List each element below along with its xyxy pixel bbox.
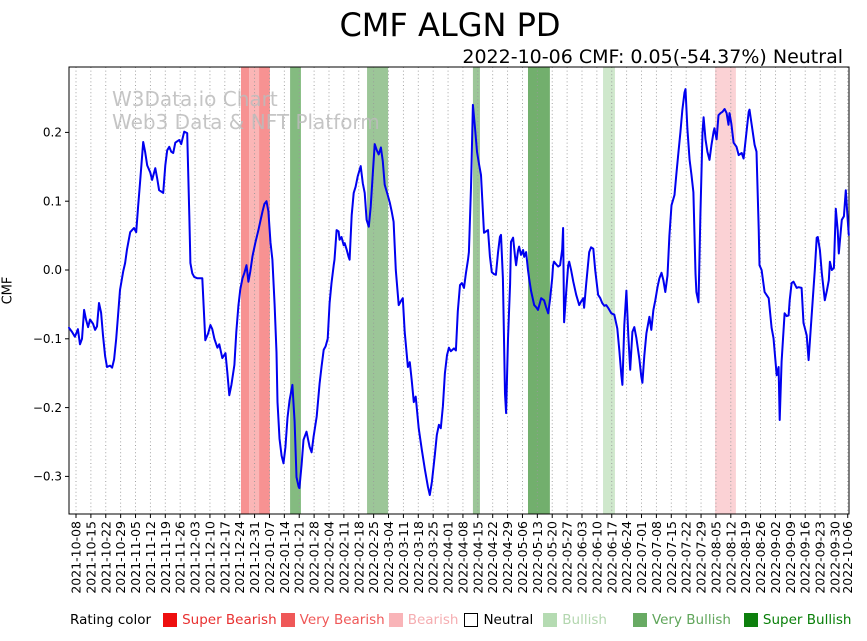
x-tick-label: 2022-07-08 [649,521,664,594]
y-tick-label: 0.1 [43,194,62,208]
x-tick-label: 2022-06-03 [574,521,589,594]
legend-item-label: Super Bullish [762,612,852,628]
x-tick-label: 2022-04-08 [455,521,470,594]
legend-item-label: Very Bearish [299,612,385,628]
x-tick-label: 2022-09-09 [783,521,798,594]
legend-swatch-icon [543,613,558,627]
rating-band-very-bullish [367,67,389,514]
x-tick-label: 2022-05-27 [560,521,575,594]
legend-item-neutral: Neutral [464,612,533,628]
x-tick-label: 2021-11-19 [158,521,173,594]
x-tick-label: 2022-07-22 [679,521,694,594]
rating-legend: Rating color Super Bearish Very Bearish Be… [70,612,851,628]
x-tick-label: 2022-08-19 [738,521,753,594]
rating-band-very-bullish [290,67,301,514]
x-tick-label: 2021-11-05 [128,521,143,594]
legend-item-label: Bearish [407,612,459,628]
rating-band-very-bearish [259,67,270,514]
x-tick-label: 2022-02-25 [366,521,381,594]
x-tick-label: 2021-11-12 [143,521,158,594]
x-tick-label: 2022-03-11 [396,521,411,594]
y-tick-label: 0.2 [43,126,62,140]
x-tick-label: 2022-06-17 [604,521,619,594]
x-tick-label: 2022-01-14 [277,521,292,594]
chart-annotation: 2022-10-06 CMF: 0.05(-54.37%) Neutral [462,46,843,68]
y-tick-label: −0.1 [33,332,62,346]
x-tick-label: 2021-12-10 [202,521,217,594]
x-tick-label: 2021-12-17 [217,521,232,594]
rating-band-bearish [249,67,260,514]
x-tick-label: 2022-07-15 [664,521,679,594]
x-tick-label: 2022-09-30 [827,521,842,594]
legend-item-bullish: Bullish [543,612,607,628]
x-tick-label: 2022-09-02 [768,521,783,594]
legend-swatch-icon [743,613,758,627]
legend-item-label: Super Bearish [182,612,277,628]
x-tick-label: 2022-02-04 [321,521,336,594]
x-tick-label: 2022-03-04 [381,521,396,594]
x-tick-label: 2021-11-26 [173,521,188,594]
legend-item-super-bearish: Super Bearish [163,612,277,628]
x-tick-label: 2022-01-28 [307,521,322,594]
legend-items: Super Bearish Very Bearish Bearish Neutral B… [151,612,851,628]
x-tick-label: 2021-10-15 [83,521,98,594]
y-tick-label: −0.3 [33,470,62,484]
x-tick-label: 2022-05-06 [515,521,530,594]
x-tick-label: 2022-04-22 [485,521,500,594]
rating-band-very-bullish [527,67,550,514]
legend-item-label: Very Bullish [651,612,731,628]
x-tick-label: 2022-05-13 [530,521,545,594]
legend-swatch-icon [464,613,479,627]
y-tick-label: 0.0 [43,263,62,277]
x-tick-label: 2022-08-26 [753,521,768,594]
x-tick-label: 2022-10-06 [840,521,855,594]
legend-swatch-icon [632,613,647,627]
x-tick-label: 2022-08-12 [723,521,738,594]
x-tick-label: 2021-10-22 [98,521,113,594]
x-tick-label: 2022-02-18 [351,521,366,594]
legend-item-super-bullish: Super Bullish [743,612,852,628]
legend-item-very-bullish: Very Bullish [632,612,731,628]
x-tick-label: 2022-07-29 [694,521,709,594]
page-title: CMF ALGN PD [339,6,561,44]
x-tick-label: 2022-07-01 [634,521,649,594]
legend-item-very-bearish: Very Bearish [280,612,385,628]
x-tick-label: 2021-12-24 [232,521,247,594]
x-tick-label: 2021-10-29 [113,521,128,594]
rating-band-bullish [603,67,615,514]
legend-title: Rating color [70,612,152,628]
x-tick-label: 2022-09-16 [798,521,813,594]
legend-swatch-icon [163,613,178,627]
x-tick-label: 2021-12-03 [188,521,203,594]
x-tick-label: 2022-06-24 [619,521,634,594]
legend-item-bearish: Bearish [388,612,459,628]
legend-swatch-icon [388,613,403,627]
plot-border [68,66,850,515]
x-tick-label: 2022-03-18 [411,521,426,594]
x-tick-label: 2021-12-31 [247,521,262,594]
x-tick-label: 2022-01-07 [262,521,277,594]
x-tick-label: 2022-04-15 [470,521,485,594]
y-axis-label: CMF [0,276,16,305]
x-tick-label: 2022-06-10 [589,521,604,594]
rating-band-very-bullish [472,67,480,514]
legend-item-label: Neutral [483,612,534,628]
rating-band-very-bearish [240,67,250,514]
y-tick-label: −0.2 [33,401,62,415]
legend-item-label: Bullish [562,612,607,628]
x-tick-label: 2021-10-08 [69,521,84,594]
x-tick-label: 2022-01-21 [292,521,307,594]
x-tick-label: 2022-09-23 [813,521,828,594]
x-tick-label: 2022-04-01 [441,521,456,594]
x-tick-label: 2022-05-20 [545,521,560,594]
legend-swatch-icon [280,613,295,627]
x-tick-label: 2022-03-25 [426,521,441,594]
x-tick-label: 2022-04-29 [500,521,515,594]
x-tick-label: 2022-02-11 [336,521,351,594]
x-tick-label: 2022-08-05 [708,521,723,594]
cmf-line [68,88,850,496]
